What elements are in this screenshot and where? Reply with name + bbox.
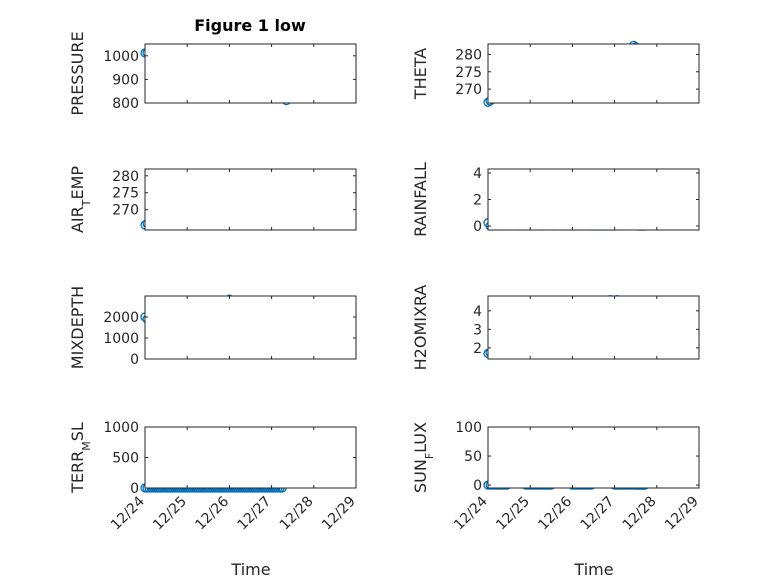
h2omixra-y-axis-label: H2OMIXRA: [411, 285, 430, 371]
h2omixra-y-tick-label: 2: [473, 341, 482, 357]
terr-msl-y-tick-label: 0: [130, 481, 139, 497]
terr-msl-y-tick-label: 1000: [103, 420, 139, 436]
mixdepth-y-tick-label: 1000: [103, 331, 139, 347]
rainfall-y-tick-label: 0: [473, 219, 482, 235]
sun-flux-y-axis-label: SUNFLUX: [411, 422, 436, 493]
sun-flux-x-tick-label: 12/28: [620, 494, 660, 534]
subplot-rainfall: 0 2 4 RAINFALL: [411, 162, 700, 237]
rainfall-y-tick-label: 2: [473, 193, 482, 209]
subplot-sun-flux: 0 50 100 SUNFLUX 12/24 12/25 12/26 12/27 12/28 12…: [411, 420, 702, 533]
theta-y-tick-label: 275: [455, 65, 482, 81]
terr-msl-x-tick-label: 12/24: [108, 493, 148, 533]
rainfall-y-tick-label: 4: [473, 166, 482, 182]
x-axis-label-right: Time: [573, 560, 613, 579]
sun-flux-y-tick-label: 100: [455, 420, 482, 436]
sun-flux-axes-box: [487, 426, 700, 489]
theta-y-tick-label: 270: [455, 82, 482, 98]
theta-axes-box: [487, 43, 700, 104]
terr-msl-y-tick-label: 500: [112, 451, 139, 467]
terr-msl-y-axis-label: TERRMSL: [68, 422, 93, 494]
h2omixra-y-tick-label: 4: [473, 304, 482, 320]
mixdepth-axes-box: [144, 295, 357, 360]
air-temp-y-axis-label: AIRTEMP: [68, 166, 93, 233]
pressure-y-tick-label: 1000: [103, 49, 139, 65]
subplot-h2omixra: 2 3 4 H2OMIXRA: [411, 285, 700, 371]
terr-msl-x-tick-label: 12/27: [235, 494, 275, 534]
sun-flux-x-tick-label: 12/25: [493, 494, 533, 534]
mixdepth-y-tick-label: 2000: [103, 310, 139, 326]
air-temp-y-tick-label: 270: [112, 203, 139, 219]
mixdepth-y-axis-label: MIXDEPTH: [68, 286, 87, 369]
air-temp-y-tick-label: 275: [112, 186, 139, 202]
terr-msl-x-tick-label: 12/25: [150, 494, 190, 534]
sun-flux-x-tick-label: 12/24: [451, 493, 491, 533]
sun-flux-y-tick-label: 50: [464, 449, 482, 465]
pressure-y-tick-label: 900: [112, 72, 139, 88]
h2omixra-axes-box: [487, 295, 700, 360]
mixdepth-y-tick-label: 0: [130, 352, 139, 368]
figure-title: Figure 1 low: [194, 16, 306, 35]
air-temp-axes-box: [144, 168, 357, 231]
subplot-terr-msl: 0 500 1000 TERRMSL 12/24 12/25 12/26 12/27 12/28…: [68, 420, 359, 533]
pressure-axes-box: [144, 43, 357, 104]
pressure-y-tick-label: 800: [112, 96, 139, 112]
terr-msl-axes-box: [144, 426, 357, 489]
sun-flux-x-tick-label: 12/26: [535, 493, 575, 533]
rainfall-y-axis-label: RAINFALL: [411, 162, 430, 237]
pressure-y-axis-label: PRESSURE: [68, 31, 87, 115]
terr-msl-x-tick-label: 12/29: [319, 494, 359, 534]
subplot-mixdepth: 0 1000 2000 MIXDEPTH: [68, 286, 357, 369]
subplot-pressure: 800 900 1000 PRESSURE: [68, 31, 357, 116]
terr-msl-x-tick-label: 12/26: [192, 493, 232, 533]
theta-y-axis-label: THETA: [411, 48, 430, 100]
theta-y-tick-label: 280: [455, 47, 482, 63]
h2omixra-y-tick-label: 3: [473, 322, 482, 338]
sun-flux-y-tick-label: 0: [473, 478, 482, 494]
air-temp-y-tick-label: 280: [112, 169, 139, 185]
rainfall-axes-box: [487, 168, 700, 231]
sun-flux-x-tick-label: 12/29: [662, 494, 702, 534]
sun-flux-x-tick-label: 12/27: [578, 494, 618, 534]
terr-msl-x-tick-label: 12/28: [277, 494, 317, 534]
x-axis-label-left: Time: [230, 560, 270, 579]
